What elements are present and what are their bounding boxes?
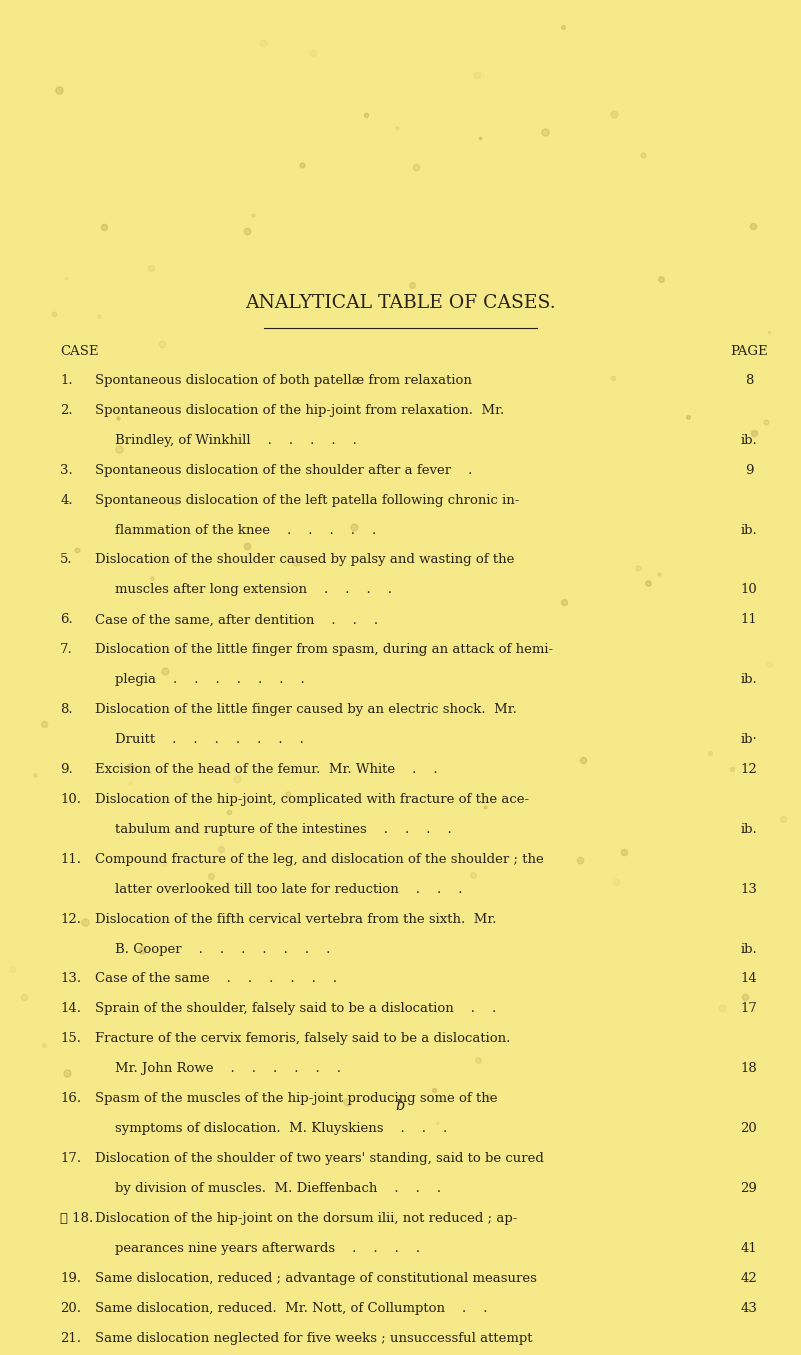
Text: plegia    .    .    .    .    .    .    .: plegia . . . . . . . [115, 673, 304, 686]
Text: 17.: 17. [60, 1152, 81, 1165]
Text: Dislocation of the hip-joint, complicated with fracture of the ace-: Dislocation of the hip-joint, complicate… [95, 793, 529, 806]
Text: Sprain of the shoulder, falsely said to be a dislocation    .    .: Sprain of the shoulder, falsely said to … [95, 1003, 496, 1015]
Text: 16.: 16. [60, 1092, 81, 1106]
Text: ANALYTICAL TABLE OF CASES.: ANALYTICAL TABLE OF CASES. [245, 294, 556, 312]
Text: 8: 8 [745, 374, 753, 388]
Text: B. Cooper    .    .    .    .    .    .    .: B. Cooper . . . . . . . [115, 943, 330, 955]
Text: Spasm of the muscles of the hip-joint producing some of the: Spasm of the muscles of the hip-joint pr… [95, 1092, 497, 1106]
Text: ib.: ib. [741, 943, 757, 955]
Text: Dislocation of the little finger caused by an electric shock.  Mr.: Dislocation of the little finger caused … [95, 703, 517, 717]
Text: 12: 12 [741, 763, 757, 776]
Text: Same dislocation neglected for five weeks ; unsuccessful attempt: Same dislocation neglected for five week… [95, 1332, 532, 1344]
Text: tabulum and rupture of the intestines    .    .    .    .: tabulum and rupture of the intestines . … [115, 822, 451, 836]
Text: 10.: 10. [60, 793, 81, 806]
Text: Dislocation of the shoulder of two years' standing, said to be cured: Dislocation of the shoulder of two years… [95, 1152, 543, 1165]
Text: CASE: CASE [60, 346, 99, 358]
Text: 11: 11 [741, 614, 757, 626]
Text: ib.: ib. [741, 523, 757, 537]
Text: Same dislocation, reduced.  Mr. Nott, of Collumpton    .    .: Same dislocation, reduced. Mr. Nott, of … [95, 1302, 487, 1314]
Text: ib.: ib. [741, 673, 757, 686]
Text: symptoms of dislocation.  M. Kluyskiens    .    .    .: symptoms of dislocation. M. Kluyskiens .… [115, 1122, 447, 1135]
Text: 9: 9 [745, 463, 753, 477]
Text: Brindley, of Winkhill    .    .    .    .    .: Brindley, of Winkhill . . . . . [115, 434, 356, 447]
Text: 42: 42 [741, 1272, 757, 1285]
Text: 29: 29 [740, 1182, 758, 1195]
Text: 2.: 2. [60, 404, 73, 417]
Text: 7.: 7. [60, 644, 73, 656]
Text: 14.: 14. [60, 1003, 81, 1015]
Text: 1.: 1. [60, 374, 73, 388]
Text: Dislocation of the hip-joint on the dorsum ilii, not reduced ; ap-: Dislocation of the hip-joint on the dors… [95, 1211, 517, 1225]
Text: Case of the same, after dentition    .    .    .: Case of the same, after dentition . . . [95, 614, 377, 626]
Text: PAGE: PAGE [731, 346, 767, 358]
Text: Same dislocation, reduced ; advantage of constitutional measures: Same dislocation, reduced ; advantage of… [95, 1272, 537, 1285]
Text: pearances nine years afterwards    .    .    .    .: pearances nine years afterwards . . . . [115, 1241, 420, 1255]
Text: by division of muscles.  M. Dieffenbach    .    .    .: by division of muscles. M. Dieffenbach .… [115, 1182, 441, 1195]
Text: ib.: ib. [741, 822, 757, 836]
Text: latter overlooked till too late for reduction    .    .    .: latter overlooked till too late for redu… [115, 882, 462, 896]
Text: 5.: 5. [60, 553, 73, 566]
Text: Druitt    .    .    .    .    .    .    .: Druitt . . . . . . . [115, 733, 304, 747]
Text: b: b [396, 1099, 405, 1112]
Text: Mr. John Rowe    .    .    .    .    .    .: Mr. John Rowe . . . . . . [115, 1062, 340, 1076]
Text: 4.: 4. [60, 493, 73, 507]
Text: Compound fracture of the leg, and dislocation of the shoulder ; the: Compound fracture of the leg, and disloc… [95, 852, 543, 866]
Text: flammation of the knee    .    .    .    .    .: flammation of the knee . . . . . [115, 523, 376, 537]
Text: ib.: ib. [741, 434, 757, 447]
Text: 3.: 3. [60, 463, 73, 477]
Text: 20.: 20. [60, 1302, 81, 1314]
Text: muscles after long extension    .    .    .    .: muscles after long extension . . . . [115, 584, 392, 596]
Text: Spontaneous dislocation of the left patella following chronic in-: Spontaneous dislocation of the left pate… [95, 493, 519, 507]
Text: 12.: 12. [60, 913, 81, 925]
Text: Spontaneous dislocation of both patellæ from relaxation: Spontaneous dislocation of both patellæ … [95, 374, 472, 388]
Text: ✔ 18.: ✔ 18. [60, 1211, 94, 1225]
Text: Dislocation of the little finger from spasm, during an attack of hemi-: Dislocation of the little finger from sp… [95, 644, 553, 656]
Text: 15.: 15. [60, 1033, 81, 1045]
Text: 21.: 21. [60, 1332, 81, 1344]
Text: 19.: 19. [60, 1272, 81, 1285]
Text: 13: 13 [740, 882, 758, 896]
Text: Dislocation of the fifth cervical vertebra from the sixth.  Mr.: Dislocation of the fifth cervical verteb… [95, 913, 496, 925]
Text: 11.: 11. [60, 852, 81, 866]
Text: Spontaneous dislocation of the shoulder after a fever    .: Spontaneous dislocation of the shoulder … [95, 463, 472, 477]
Text: 20: 20 [741, 1122, 757, 1135]
Text: Fracture of the cervix femoris, falsely said to be a dislocation.: Fracture of the cervix femoris, falsely … [95, 1033, 510, 1045]
Text: 43: 43 [740, 1302, 758, 1314]
Text: Spontaneous dislocation of the hip-joint from relaxation.  Mr.: Spontaneous dislocation of the hip-joint… [95, 404, 504, 417]
Text: 9.: 9. [60, 763, 73, 776]
Text: 6.: 6. [60, 614, 73, 626]
Text: 14: 14 [741, 973, 757, 985]
Text: 8.: 8. [60, 703, 73, 717]
Text: Excision of the head of the femur.  Mr. White    .    .: Excision of the head of the femur. Mr. W… [95, 763, 437, 776]
Text: 18: 18 [741, 1062, 757, 1076]
Text: 17: 17 [740, 1003, 758, 1015]
Text: ib·: ib· [741, 733, 757, 747]
Text: Case of the same    .    .    .    .    .    .: Case of the same . . . . . . [95, 973, 336, 985]
Text: 10: 10 [741, 584, 757, 596]
Text: 13.: 13. [60, 973, 81, 985]
Text: Dislocation of the shoulder caused by palsy and wasting of the: Dislocation of the shoulder caused by pa… [95, 553, 514, 566]
Text: 41: 41 [741, 1241, 757, 1255]
